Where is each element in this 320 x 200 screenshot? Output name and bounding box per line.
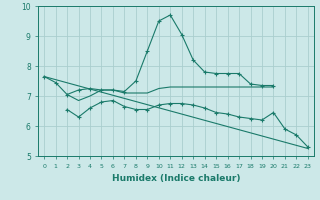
X-axis label: Humidex (Indice chaleur): Humidex (Indice chaleur) [112,174,240,183]
